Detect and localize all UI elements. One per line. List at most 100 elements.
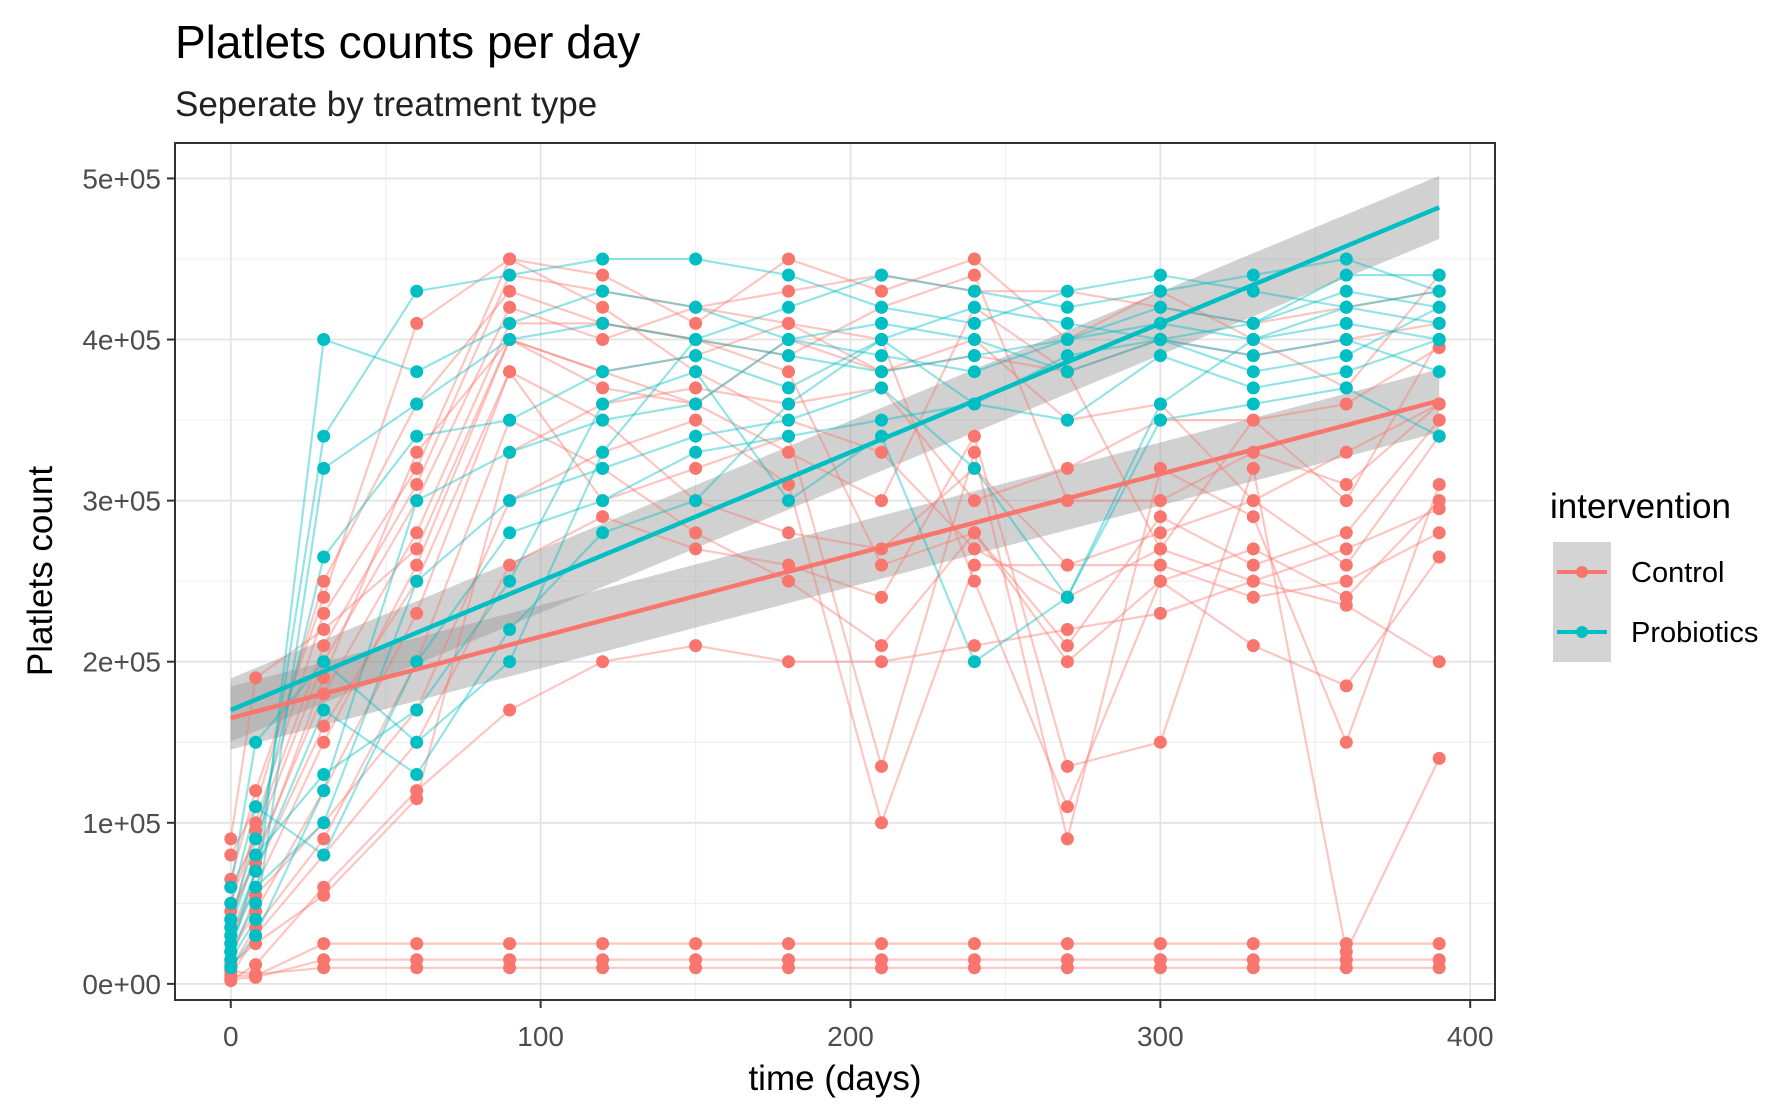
data-point-probiotics — [1339, 316, 1353, 330]
data-point-control — [596, 510, 610, 524]
data-point-control — [1060, 800, 1074, 814]
data-point-control — [249, 816, 263, 830]
data-point-probiotics — [317, 333, 331, 346]
data-point-control — [317, 937, 331, 951]
data-point-probiotics — [1432, 300, 1446, 314]
data-point-probiotics — [596, 316, 610, 330]
data-point-control — [317, 590, 331, 604]
data-point-probiotics — [689, 397, 703, 411]
data-point-probiotics — [1060, 590, 1074, 604]
data-point-control — [782, 937, 795, 951]
data-point-probiotics — [689, 349, 703, 363]
data-point-probiotics — [1153, 349, 1167, 363]
data-point-control — [410, 558, 424, 572]
data-point-control — [1339, 526, 1353, 540]
data-point-probiotics — [689, 429, 703, 443]
data-point-control — [1153, 961, 1167, 975]
data-point-control — [875, 558, 888, 572]
data-point-control — [967, 252, 981, 266]
data-point-control — [410, 606, 424, 620]
data-point-probiotics — [1432, 284, 1446, 298]
data-point-probiotics — [1432, 268, 1446, 282]
data-point-control — [967, 268, 981, 282]
data-point-control — [249, 784, 263, 798]
data-point-control — [1432, 413, 1446, 427]
data-point-control — [1339, 542, 1353, 556]
plot-border — [174, 142, 1496, 1001]
data-point-control — [875, 494, 888, 508]
data-point-probiotics — [1153, 333, 1167, 346]
data-point-control — [967, 937, 981, 951]
data-point-control — [1153, 526, 1167, 540]
data-point-probiotics — [1060, 300, 1074, 314]
x-tick-label: 300 — [1137, 1021, 1184, 1052]
data-point-control — [1153, 606, 1167, 620]
data-point-control — [967, 961, 981, 975]
data-point-control — [875, 639, 888, 653]
data-point-control — [503, 961, 517, 975]
data-point-probiotics — [410, 703, 424, 717]
data-point-control — [1153, 558, 1167, 572]
data-point-control — [1339, 598, 1353, 612]
data-point-probiotics — [503, 445, 517, 459]
data-point-control — [967, 429, 981, 443]
data-point-control — [782, 316, 795, 330]
data-point-probiotics — [503, 574, 517, 588]
data-point-probiotics — [317, 461, 331, 475]
legend-label-control: Control — [1631, 557, 1725, 589]
data-point-control — [875, 590, 888, 604]
data-point-control — [689, 639, 703, 653]
trend-lines — [229, 205, 1441, 721]
legend-label-probiotics: Probiotics — [1631, 617, 1758, 649]
data-point-control — [967, 639, 981, 653]
data-point-control — [1246, 542, 1260, 556]
data-point-control — [875, 816, 888, 830]
y-axis-title: Platlets count — [21, 466, 60, 676]
data-point-probiotics — [967, 300, 981, 314]
data-point-probiotics — [317, 848, 331, 862]
data-point-control — [1060, 639, 1074, 653]
data-point-control — [1339, 574, 1353, 588]
data-point-probiotics — [1339, 300, 1353, 314]
data-point-control — [596, 300, 610, 314]
grid-lines — [175, 143, 1495, 1000]
data-point-probiotics — [596, 494, 610, 508]
data-point-probiotics — [875, 349, 888, 363]
data-point-probiotics — [596, 526, 610, 540]
data-point-control — [249, 967, 263, 981]
data-point-probiotics — [249, 913, 263, 926]
data-point-control — [782, 961, 795, 975]
data-point-probiotics — [503, 316, 517, 330]
data-point-probiotics — [249, 800, 263, 814]
data-point-control — [224, 848, 238, 862]
chart-title: Platlets counts per day — [175, 16, 640, 68]
data-point-control — [410, 542, 424, 556]
data-point-control — [967, 542, 981, 556]
trend-line-control — [230, 398, 1440, 721]
x-tick-label: 100 — [517, 1021, 564, 1052]
data-point-probiotics — [503, 413, 517, 427]
data-point-control — [1246, 639, 1260, 653]
data-point-probiotics — [503, 623, 517, 636]
data-point-control — [1432, 502, 1446, 516]
data-point-probiotics — [875, 268, 888, 282]
data-point-control — [1339, 735, 1353, 749]
data-point-control — [782, 252, 795, 266]
data-point-probiotics — [596, 461, 610, 475]
data-point-probiotics — [503, 268, 517, 282]
x-tick-label: 400 — [1447, 1021, 1494, 1052]
data-point-control — [1246, 937, 1260, 951]
data-point-probiotics — [224, 896, 238, 910]
data-point-probiotics — [689, 365, 703, 379]
data-point-probiotics — [875, 413, 888, 427]
data-point-probiotics — [967, 316, 981, 330]
data-point-control — [1246, 461, 1260, 475]
data-point-control — [1246, 590, 1260, 604]
x-tick-label: 0 — [223, 1021, 239, 1052]
data-point-control — [1339, 679, 1353, 693]
data-point-probiotics — [1339, 349, 1353, 363]
x-axis-title: time (days) — [748, 1059, 921, 1098]
plot-panel — [175, 143, 1495, 1000]
data-point-probiotics — [410, 397, 424, 411]
